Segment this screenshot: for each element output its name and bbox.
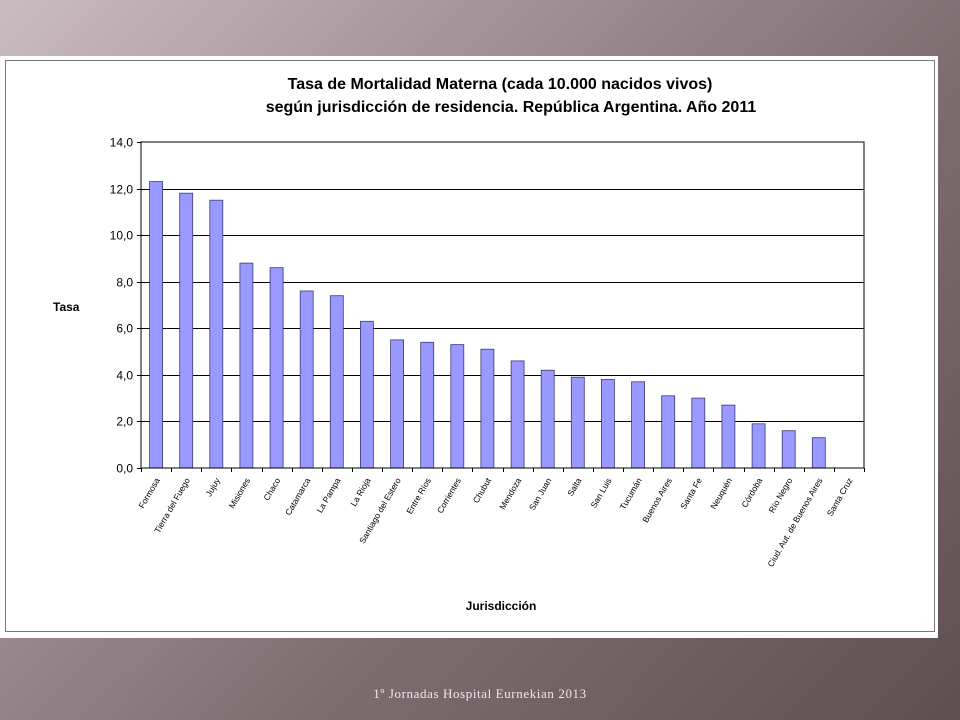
bar — [420, 341, 435, 469]
chart-subtitle: según jurisdicción de residencia. Repúbl… — [266, 99, 757, 116]
bar — [811, 437, 826, 469]
x-tick-label: Tucumán — [618, 476, 644, 512]
bar — [209, 199, 224, 469]
y-tick-label: 12,0 — [110, 183, 134, 197]
gridlines — [141, 189, 864, 422]
x-tick-label: Córdoba — [739, 476, 764, 509]
x-tick-label: Jujuy — [203, 475, 222, 498]
x-tick-label: Santa Fe — [678, 476, 704, 511]
x-tick-label: San Juan — [527, 476, 554, 512]
bar — [390, 339, 405, 469]
x-tick-label: Chubut — [471, 475, 494, 504]
y-tick-label: 8,0 — [116, 276, 133, 290]
bar — [540, 369, 555, 469]
x-tick-label: Santa Cruz — [825, 476, 855, 518]
x-tick-label: La Pampa — [314, 476, 342, 515]
x-tick-label: Salta — [565, 476, 583, 498]
bar — [149, 181, 164, 469]
x-tick-label: Chaco — [261, 476, 282, 503]
y-tick-label: 2,0 — [116, 415, 133, 429]
bars — [149, 181, 826, 469]
bar — [269, 267, 284, 469]
bar — [781, 430, 796, 469]
bar — [661, 395, 676, 469]
bar-chart: Tasa de Mortalidad Materna (cada 10.000 … — [53, 76, 865, 613]
plot-area-border — [140, 141, 865, 469]
bar — [359, 320, 374, 469]
x-tick-label: Catamarca — [283, 476, 313, 517]
bar — [450, 344, 465, 469]
bar — [631, 381, 645, 469]
x-tick-label: Mendoza — [497, 476, 523, 512]
bar — [721, 404, 736, 469]
x-tick-label: Neuquén — [708, 476, 734, 511]
x-axis-label: Jurisdicción — [466, 599, 537, 613]
y-tick-label: 10,0 — [110, 229, 134, 243]
bar — [751, 423, 766, 469]
bar — [179, 192, 194, 469]
y-axis-ticks: 0,0 2,0 4,0 6,0 8,0 10,0 12,0 14,0 — [110, 136, 141, 476]
x-tick-label: Corrientes — [435, 476, 463, 515]
y-tick-label: 4,0 — [116, 369, 133, 383]
x-tick-label: Misiones — [227, 476, 252, 510]
bar — [329, 295, 344, 469]
y-axis-label: Tasa — [53, 300, 80, 314]
bar — [239, 262, 254, 469]
x-tick-label: Río Negro — [766, 476, 794, 515]
y-tick-label: 0,0 — [116, 462, 133, 476]
bar — [570, 376, 585, 469]
bar — [691, 397, 706, 469]
bar — [299, 290, 314, 469]
x-tick-label: Formosa — [136, 476, 162, 510]
x-tick-label: San Luis — [588, 476, 613, 510]
x-tick-label: La Rioja — [348, 476, 372, 508]
slide-footer: 1º Jornadas Hospital Eurnekian 2013 — [373, 686, 587, 701]
slide-content-panel: Tasa de Mortalidad Materna (cada 10.000 … — [0, 56, 938, 638]
x-tick-label: Entre Ríos — [404, 476, 433, 516]
y-tick-label: 14,0 — [110, 136, 134, 150]
y-tick-label: 6,0 — [116, 322, 133, 336]
chart-title: Tasa de Mortalidad Materna (cada 10.000 … — [288, 76, 713, 93]
bar — [601, 379, 615, 469]
bar — [510, 360, 525, 469]
bar — [480, 348, 495, 469]
x-tick-label: Buenos Aires — [640, 476, 674, 524]
x-tick-label: Ciud. Aut. de Buenos Aires — [765, 476, 824, 569]
